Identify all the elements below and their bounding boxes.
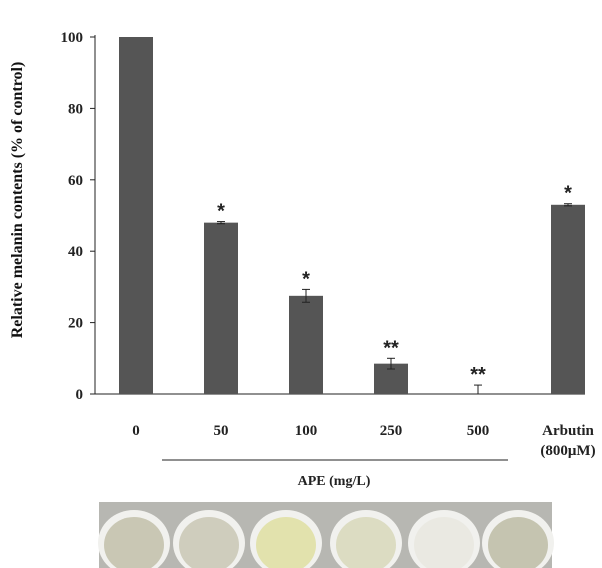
x-tick-label: 50 xyxy=(214,423,229,439)
axes xyxy=(94,35,585,395)
y-axis-label: Relative melanin contents (% of control) xyxy=(9,62,26,339)
x-tick-sublabel: (800μM) xyxy=(540,443,595,459)
y-ticks: 0 20 40 60 80 100 xyxy=(61,30,95,403)
significance-marker: * xyxy=(564,183,572,205)
well xyxy=(414,517,474,568)
y-tick-label: 20 xyxy=(68,316,83,332)
x-ticks: 0 50 100 250 500 Arbutin (800μM) xyxy=(132,423,595,459)
y-tick-label: 0 xyxy=(76,387,84,403)
bar xyxy=(551,204,585,394)
x-tick-label: 250 xyxy=(380,423,403,439)
x-tick-label: 100 xyxy=(295,423,318,439)
x-tick-label: Arbutin xyxy=(542,423,594,439)
ape-group-label: APE (mg/L) xyxy=(298,474,371,489)
bar xyxy=(119,37,153,394)
bar xyxy=(289,295,323,394)
significance-marker: ** xyxy=(383,337,399,359)
x-tick-label: 500 xyxy=(467,423,490,439)
well xyxy=(104,517,164,568)
y-tick-label: 80 xyxy=(68,101,83,117)
well xyxy=(179,517,239,568)
bars: ******* xyxy=(119,37,585,394)
well-plate-photo xyxy=(98,502,554,568)
y-tick-label: 60 xyxy=(68,173,83,189)
bar xyxy=(204,222,238,394)
significance-marker: * xyxy=(302,268,310,290)
well xyxy=(336,517,396,568)
y-tick-label: 100 xyxy=(61,30,84,46)
y-tick-label: 40 xyxy=(68,244,83,260)
x-tick-label: 0 xyxy=(132,423,140,439)
well xyxy=(488,517,548,568)
well xyxy=(256,517,316,568)
significance-marker: * xyxy=(217,201,225,223)
significance-marker: ** xyxy=(470,364,486,386)
